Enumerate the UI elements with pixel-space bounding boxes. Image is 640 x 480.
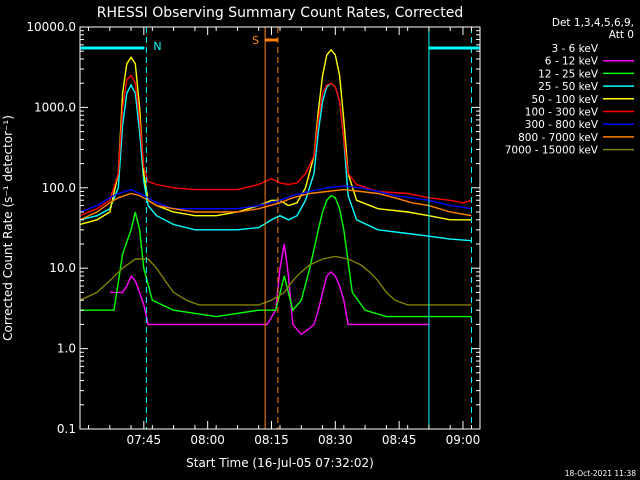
x-tick-label: 07:45: [127, 433, 162, 447]
legend-label: 7000 - 15000 keV: [505, 145, 599, 157]
series-line-800-7000-kev: [80, 188, 472, 221]
legend-label: 800 - 7000 keV: [518, 132, 599, 144]
x-tick-label: 08:15: [254, 433, 289, 447]
legend-label: 300 - 800 keV: [525, 119, 599, 131]
y-tick-label: 0.1: [57, 422, 76, 436]
series-line-300-800-kev: [80, 185, 472, 213]
legend-label: 50 - 100 keV: [531, 94, 598, 106]
y-tick-label: 100.0: [42, 181, 76, 195]
y-tick-label: 10.0: [49, 261, 76, 275]
chart-title: RHESSI Observing Summary Count Rates, Co…: [97, 5, 463, 21]
x-tick-label: 09:00: [446, 433, 481, 447]
y-axis-label: Corrected Count Rate (s⁻¹ detector⁻¹): [1, 115, 15, 341]
series-line-25-50-kev: [80, 82, 472, 242]
legend-label: 12 - 25 keV: [538, 68, 599, 80]
legend-header-1: Det 1,3,4,5,6,9,: [552, 17, 634, 29]
x-tick-label: 08:30: [318, 433, 353, 447]
y-tick-label: 1.0: [57, 342, 76, 356]
y-tick-label: 1000.0: [34, 100, 76, 114]
x-axis: 07:45 08:00 08:15 08:30 08:45 09:00: [88, 27, 481, 447]
y-axis: 0.1 1.0 10.0 100.0 1000.0 10000.0: [26, 20, 480, 436]
y-tick-label: 10000.0: [26, 20, 76, 34]
x-tick-label: 08:00: [190, 433, 225, 447]
legend-label: 25 - 50 keV: [538, 81, 599, 93]
series-line-12-25-kev: [80, 194, 472, 318]
x-tick-label: 08:45: [382, 433, 417, 447]
plot-area: [80, 27, 480, 429]
legend-header-2: Att 0: [609, 29, 634, 41]
series-line-6-12-kev: [109, 243, 429, 336]
legend-label: 100 - 300 keV: [525, 107, 599, 119]
plot-frame: [79, 26, 481, 430]
legend-label: 3 - 6 keV: [551, 43, 598, 55]
legend-label: 6 - 12 keV: [545, 56, 599, 68]
x-axis-label: Start Time (16-Jul-05 07:32:02): [186, 456, 374, 470]
series-line-7000-15000-kev: [80, 255, 472, 306]
series-line-100-300-kev: [80, 74, 472, 217]
saa-annotation: S: [252, 34, 259, 47]
night-annotation: N: [153, 40, 161, 53]
date-stamp: 18-Oct-2021 11:38: [565, 469, 636, 478]
